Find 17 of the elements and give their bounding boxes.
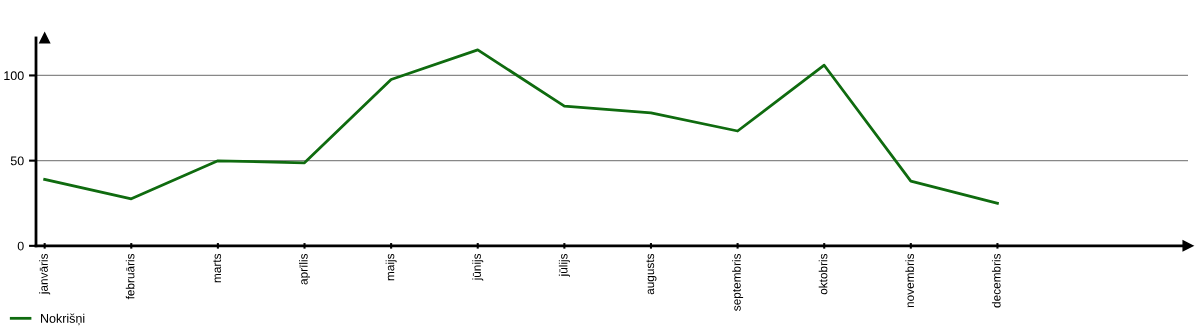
line-series bbox=[43, 48, 999, 205]
x-tick-label: marts bbox=[213, 253, 222, 283]
legend-label: Nokrišņi bbox=[41, 313, 85, 326]
x-tick-label: maijs bbox=[385, 253, 397, 281]
y-tick-label: 50 bbox=[10, 156, 24, 166]
x-tick-label: jūnijs bbox=[472, 253, 484, 281]
x-tick-label: oktobris bbox=[818, 253, 828, 295]
x-tick-label: augusts bbox=[646, 253, 657, 295]
x-tick-label: aprīlis bbox=[299, 253, 311, 285]
y-tick-label: 0 bbox=[17, 241, 24, 251]
x-tick-label: decembris bbox=[991, 253, 1001, 308]
x-tick-label: jūlijs bbox=[558, 253, 570, 277]
x-tick-label: septembris bbox=[732, 253, 744, 311]
x-tick-label: novembris bbox=[905, 253, 914, 308]
x-tick-label: janvāris bbox=[39, 253, 51, 295]
x-tick-label: februāris bbox=[125, 253, 135, 300]
y-tick-label: 100 bbox=[4, 71, 24, 81]
